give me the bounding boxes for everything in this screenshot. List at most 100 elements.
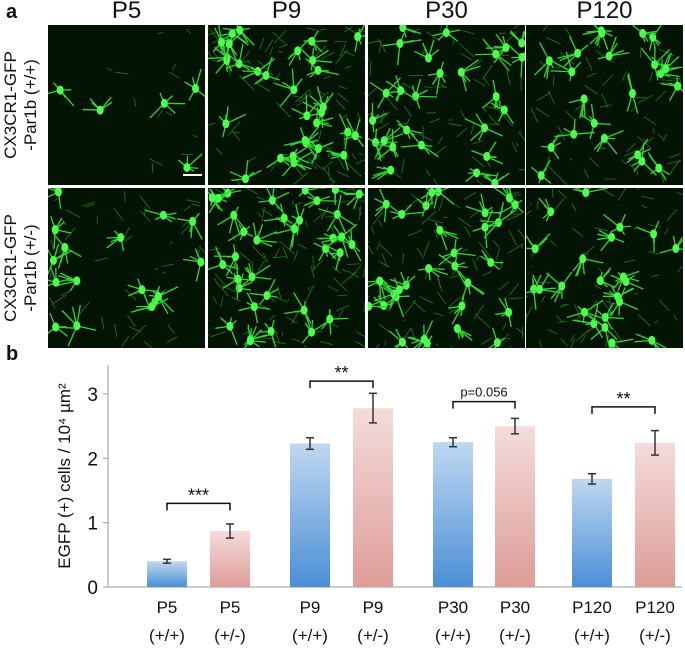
cell-body (160, 211, 167, 220)
y-axis-label: EGFP (+) cells / 10⁴ µm² (55, 383, 74, 569)
cell-body (308, 328, 315, 337)
cell-body (315, 144, 322, 153)
cell-body (494, 338, 501, 347)
row-label: -Par1b (+/+) (21, 59, 40, 151)
cell-body (269, 196, 276, 205)
cell-body (308, 37, 315, 46)
bar (495, 426, 535, 587)
cell-body (302, 136, 309, 145)
cell-body (161, 99, 168, 108)
y-tick-label: 2 (87, 449, 98, 470)
cell-body (338, 232, 345, 241)
cell-body (558, 282, 565, 291)
cell-body (581, 94, 588, 103)
cell-body (57, 86, 64, 95)
cell-body (574, 49, 581, 58)
cell-body (608, 233, 615, 242)
x-tick-label: P30 (500, 598, 530, 617)
panel-label: b (6, 343, 18, 365)
cell-body (52, 225, 59, 234)
bar (353, 408, 393, 587)
cell-body (340, 151, 347, 160)
cell-body (380, 301, 387, 310)
cell-body (616, 223, 623, 232)
cell-body (443, 28, 450, 37)
cell-body (365, 302, 372, 311)
cell-body (348, 240, 355, 249)
cell-body (337, 248, 344, 257)
cell-body (493, 92, 500, 101)
cell-body (648, 336, 655, 345)
cell-body (242, 174, 249, 183)
cell-body (387, 166, 394, 175)
cell-body (277, 154, 284, 163)
micrograph (42, 25, 211, 185)
cell-body (97, 106, 104, 115)
cell-body (55, 187, 62, 196)
cell-body (396, 285, 403, 294)
x-tick-label: P5 (157, 598, 178, 617)
cell-body (183, 163, 190, 172)
column-label: P120 (576, 0, 632, 24)
column-label: P9 (272, 0, 301, 24)
cell-body (334, 210, 341, 219)
significance-label: ** (616, 389, 630, 409)
bar (635, 443, 675, 587)
cell-body (674, 82, 681, 91)
cell-body (672, 244, 679, 253)
cell-body (398, 210, 405, 219)
cell-body (226, 322, 233, 331)
y-tick-label: 3 (87, 385, 98, 406)
cell-body (372, 138, 379, 147)
bar (147, 561, 187, 587)
cell-body (505, 308, 512, 317)
cell-body (369, 116, 376, 125)
cell-body (614, 292, 621, 301)
cell-body (117, 233, 124, 242)
cell-body (482, 208, 489, 217)
cell-body (219, 260, 226, 269)
cell-body (301, 306, 308, 315)
cell-body (352, 131, 359, 140)
cell-body (291, 224, 298, 233)
cell-body (403, 125, 410, 134)
cell-body (425, 264, 432, 273)
process (230, 68, 231, 76)
cell-body (332, 185, 339, 194)
cell-body (638, 157, 645, 166)
cell-body (650, 229, 657, 238)
cell-body (546, 56, 553, 65)
micrograph (355, 174, 529, 361)
significance-label: *** (188, 485, 209, 505)
cell-body (222, 119, 229, 128)
cell-body (547, 207, 554, 216)
cell-body (458, 301, 465, 310)
cell-body (437, 69, 444, 78)
x-tick-label: P30 (438, 598, 468, 617)
cell-body (218, 38, 225, 47)
cell-body (52, 323, 59, 332)
micrograph (44, 182, 220, 351)
cell-body (464, 278, 471, 287)
cell-body (487, 258, 494, 267)
x-tick-label: (+/+) (292, 626, 328, 645)
cell-body (396, 39, 403, 48)
cell-body (639, 29, 646, 38)
cell-body (290, 85, 297, 94)
cell-body (602, 323, 609, 332)
x-tick-label: (+/-) (639, 626, 671, 645)
cell-body (421, 335, 428, 344)
cell-body (215, 194, 222, 203)
cell-body (655, 164, 662, 173)
cell-body (236, 284, 243, 293)
significance-label: ** (334, 363, 348, 383)
cell-body (491, 179, 498, 188)
bar (572, 479, 612, 587)
cell-body (422, 201, 429, 210)
cell-body (230, 211, 237, 220)
process (407, 186, 414, 188)
x-tick-label: P9 (300, 598, 321, 617)
cell-body (538, 171, 545, 180)
process (378, 82, 379, 83)
cell-body (582, 188, 589, 197)
